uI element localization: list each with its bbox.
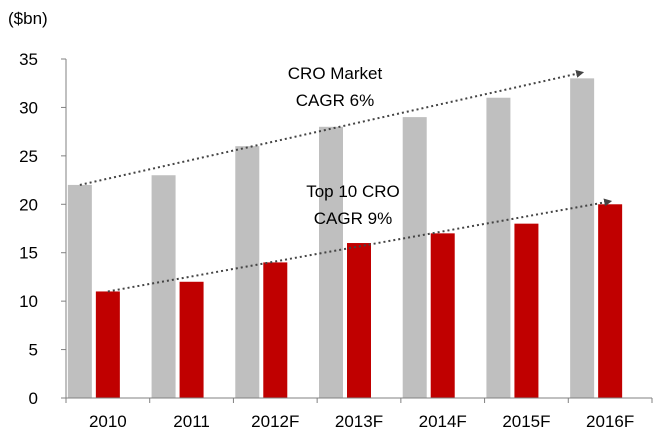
trend-line-2	[107, 198, 613, 293]
x-tick-label-2013F: 2013F	[335, 412, 383, 431]
y-tick-label-0: 0	[29, 389, 38, 408]
y-tick-label-10: 10	[19, 292, 38, 311]
annotation-market-line1: CRO Market	[288, 64, 383, 83]
axes-group: 0 5 10 15 20 25 30 35 2010 2011 2012F 2013F 2014F 201…	[19, 50, 653, 431]
bars-group	[67, 78, 623, 399]
bar-series1-2012F	[235, 146, 260, 398]
annotations-group: CRO Market CAGR 6% Top 10 CRO CAGR 9%	[288, 64, 400, 228]
bar-series2-2014F	[430, 233, 455, 398]
bar-series2-2012F	[263, 262, 288, 398]
x-tick-label-2014F: 2014F	[419, 412, 467, 431]
y-tick-label-20: 20	[19, 195, 38, 214]
bar-series1-2015F	[486, 97, 511, 398]
x-tick-label-2010: 2010	[89, 412, 127, 431]
y-tick-label-30: 30	[19, 98, 38, 117]
x-tick-label-2015F: 2015F	[502, 412, 550, 431]
x-tick-label-2012F: 2012F	[251, 412, 299, 431]
bar-series2-2010	[95, 291, 120, 398]
y-tick-label-25: 25	[19, 147, 38, 166]
bar-series1-2013F	[319, 126, 343, 399]
trend-lines-group	[79, 69, 613, 293]
annotation-market-line2: CAGR 6%	[296, 91, 374, 110]
x-tick-label-2016F: 2016F	[586, 412, 634, 431]
bar-series2-2015F	[514, 223, 539, 398]
bar-series2-2013F	[347, 243, 371, 398]
bar-series2-2016F	[598, 204, 623, 398]
bar-series1-2010	[67, 184, 92, 398]
trend-line-1	[79, 69, 585, 186]
bar-series2-2011	[179, 281, 204, 398]
y-tick-label-35: 35	[19, 50, 38, 69]
y-tick-label-5: 5	[29, 341, 38, 360]
annotation-top10-line1: Top 10 CRO	[306, 182, 400, 201]
bar-series1-2016F	[570, 78, 595, 398]
unit-label: ($bn)	[8, 9, 48, 28]
annotation-top10-line2: CAGR 9%	[314, 209, 392, 228]
bar-series1-2014F	[402, 117, 427, 398]
bar-series1-2011	[151, 175, 176, 398]
y-tick-label-15: 15	[19, 244, 38, 263]
x-tick-label-2011: 2011	[173, 412, 210, 431]
